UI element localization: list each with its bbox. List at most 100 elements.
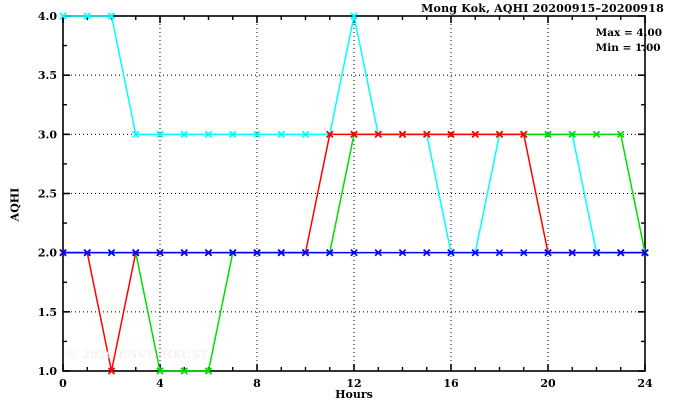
marker-stroke [374,130,382,139]
marker-stroke [180,130,188,139]
marker-stroke [423,248,431,257]
marker-stroke [641,248,649,257]
series-marker [107,12,116,20]
series-marker [107,367,116,375]
marker-stroke [398,248,407,257]
marker-stroke [180,248,188,257]
y-tick-label: 2.0 [38,247,57,260]
series-marker [568,248,576,257]
y-tick-label: 1.0 [38,365,57,378]
marker-stroke [229,130,237,139]
series-marker [568,130,576,139]
series-marker [204,130,213,139]
x-tick-label: 4 [156,377,164,390]
max-value-label: Max = 4.00 [595,27,662,39]
marker-stroke [107,248,116,257]
series-marker [156,248,164,257]
x-tick-label: 16 [443,377,459,390]
marker-stroke [495,130,504,139]
series-marker [132,248,140,257]
tick-labels: 1.0 1.5 2.0 2.5 3.0 3.5 4.0 0 4 8 12 16 20 24 [38,10,653,390]
marker-stroke [617,130,625,139]
series-marker [398,130,407,139]
marker-stroke [617,248,625,257]
marker-stroke [107,12,116,20]
series-marker [617,248,625,257]
series-marker [544,130,552,139]
series-marker [423,248,431,257]
series-marker [204,248,213,257]
x-tick-label: 0 [59,377,67,390]
series-marker [253,130,261,139]
x-tick-label: 8 [253,377,261,390]
series-marker [398,248,407,257]
marker-stroke [592,248,601,257]
series-marker [156,367,164,375]
data-series-group [59,12,649,375]
marker-stroke [107,367,116,375]
marker-stroke [350,248,358,257]
series-marker [180,248,188,257]
marker-stroke [253,130,261,139]
series-marker [180,367,188,375]
marker-stroke [277,248,285,257]
marker-stroke [156,367,164,375]
series-marker [180,130,188,139]
marker-stroke [156,130,164,139]
series-marker [471,248,479,257]
min-value-label: Min = 1.00 [595,42,661,55]
series-marker [350,248,358,257]
y-tick-label: 4.0 [38,10,57,23]
y-tick-label: 3.0 [38,128,57,141]
series-marker [59,12,67,20]
series-marker [83,248,91,257]
marker-stroke [277,130,285,139]
marker-stroke [398,130,407,139]
stats-annotation: Max = 4.00 Min = 1.00 [596,26,662,56]
series-marker [326,130,334,139]
series-marker [495,130,504,139]
marker-stroke [495,248,504,257]
x-tick-label: 24 [637,377,653,390]
marker-stroke [350,130,358,139]
marker-stroke [568,130,576,139]
marker-stroke [423,130,431,139]
series-marker [350,130,358,139]
marker-stroke [520,130,528,139]
series-marker [520,130,528,139]
series-marker [301,248,310,257]
marker-stroke [204,248,213,257]
series-marker [59,248,67,257]
series-marker [447,248,455,257]
marker-stroke [471,130,479,139]
series-marker [277,248,285,257]
y-tick-label: 2.5 [38,188,57,201]
series-marker [83,12,91,20]
series-marker [617,130,625,139]
marker-stroke [83,12,91,20]
marker-stroke [59,12,67,20]
chart-title: Mong Kok, AQHI 20200915–20200918 [421,2,664,15]
series-marker [229,130,237,139]
marker-stroke [59,248,67,257]
series-marker [544,248,552,257]
marker-stroke [520,248,528,257]
series-marker [301,130,310,139]
grid-lines [63,16,645,371]
series-marker [374,248,382,257]
series-marker [132,130,140,139]
marker-stroke [447,130,455,139]
marker-stroke [253,248,261,257]
marker-stroke [204,367,213,375]
data-series [59,248,649,257]
series-marker [471,130,479,139]
marker-stroke [592,130,601,139]
series-marker [592,130,601,139]
y-tick-label: 1.5 [38,306,57,319]
marker-stroke [156,248,164,257]
x-tick-label: 12 [346,377,361,390]
series-marker [374,130,382,139]
marker-stroke [204,130,213,139]
